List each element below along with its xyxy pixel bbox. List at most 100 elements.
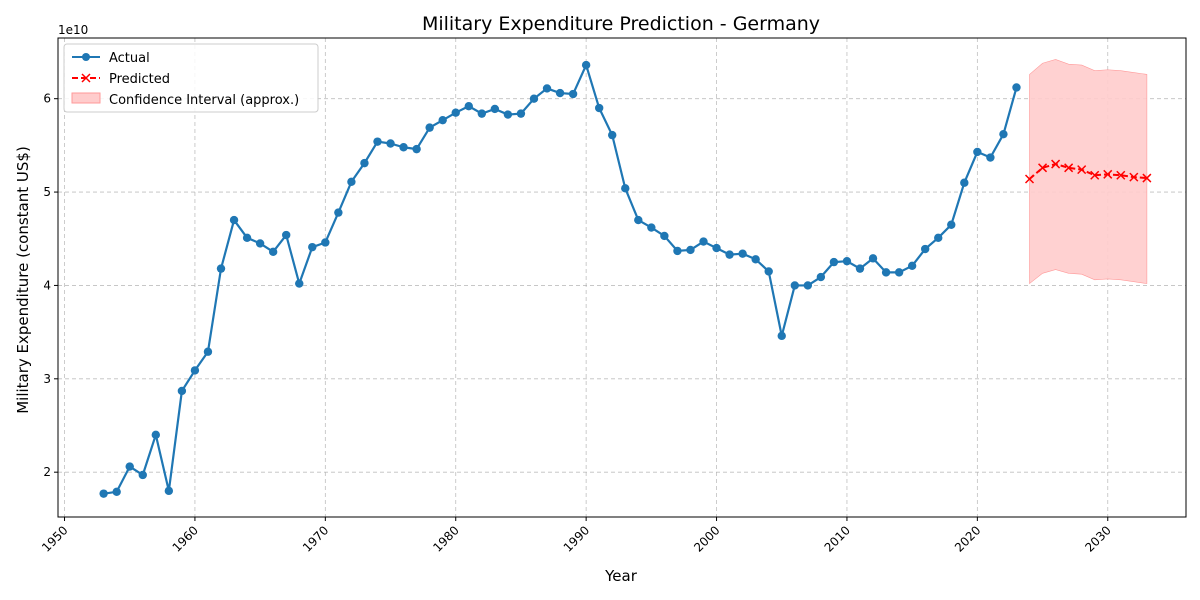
- predicted-point: [1064, 163, 1074, 173]
- legend-item-actual: Actual: [72, 51, 150, 66]
- x-axis-label: Year: [604, 567, 638, 585]
- x-tick-label: 2030: [1082, 523, 1113, 554]
- actual-point: [242, 233, 252, 243]
- actual-point: [738, 249, 747, 258]
- grid: [58, 38, 1186, 517]
- actual-point: [881, 268, 891, 277]
- actual-point: [334, 208, 343, 217]
- x-tick-label: 1960: [170, 523, 201, 554]
- predicted-point: [1038, 163, 1048, 173]
- actual-point: [321, 238, 330, 247]
- predicted-point: [1051, 159, 1061, 169]
- x-tick-label: 1980: [430, 523, 461, 554]
- actual-point: [190, 366, 200, 375]
- y-tick-label: 3: [43, 372, 51, 386]
- actual-point: [477, 109, 487, 118]
- actual-point: [594, 103, 604, 113]
- series-predicted: [1024, 159, 1152, 184]
- y-tick-label: 2: [43, 465, 51, 479]
- x-tick-label: 1970: [300, 523, 331, 554]
- predicted-point: [1129, 172, 1139, 182]
- actual-point: [686, 245, 695, 255]
- actual-point: [360, 158, 369, 168]
- actual-point: [999, 129, 1008, 139]
- x-tick-label: 1990: [561, 523, 592, 554]
- actual-point: [934, 233, 943, 243]
- actual-point: [894, 268, 904, 277]
- actual-point: [308, 242, 317, 252]
- predicted-point: [1116, 170, 1126, 180]
- actual-point: [295, 279, 304, 288]
- legend-marker-actual: [82, 53, 90, 61]
- actual-point: [947, 220, 956, 229]
- actual-point: [868, 254, 878, 263]
- actual-point: [712, 243, 721, 253]
- actual-point: [907, 261, 917, 271]
- actual-point: [973, 147, 982, 157]
- actual-point: [138, 470, 147, 480]
- y-axis-label: Military Expenditure (constant US$): [14, 146, 32, 414]
- legend: Actual Predicted Confidence Interval (ap…: [63, 43, 319, 113]
- actual-point: [581, 60, 591, 70]
- predicted-point: [1024, 174, 1035, 184]
- y-tick-label: 5: [43, 185, 51, 199]
- actual-point: [803, 281, 813, 290]
- actual-point: [412, 144, 421, 154]
- actual-point: [438, 115, 447, 125]
- actual-point: [1012, 83, 1021, 92]
- actual-point: [777, 331, 786, 341]
- y-tick-label: 4: [43, 278, 51, 292]
- actual-point: [516, 109, 526, 118]
- actual-point: [855, 264, 865, 273]
- actual-point: [920, 244, 930, 254]
- legend-label-actual: Actual: [109, 51, 150, 66]
- legend-swatch-ci: [71, 92, 101, 104]
- actual-point: [112, 487, 121, 496]
- actual-point: [529, 94, 539, 103]
- actual-point: [216, 264, 226, 273]
- legend-label-ci: Confidence Interval (approx.): [109, 93, 299, 108]
- y-offset-label: 1e10: [58, 23, 88, 37]
- actual-point: [608, 130, 617, 140]
- actual-point: [725, 250, 734, 259]
- actual-line: [103, 63, 1018, 495]
- actual-point: [829, 257, 839, 267]
- series-actual: [99, 60, 1021, 498]
- actual-point: [816, 272, 826, 282]
- actual-point: [490, 104, 500, 114]
- legend-item-ci: Confidence Interval (approx.): [71, 92, 299, 108]
- actual-point: [386, 139, 395, 148]
- predicted-point: [1077, 165, 1087, 175]
- ticks: 1950 1960 1970 1980 1990 2000 2010 2020 2030 2 3 4 5…: [39, 92, 1114, 555]
- x-tick-label: 2020: [952, 523, 983, 554]
- legend-marker-predicted: [81, 73, 91, 83]
- actual-point: [451, 108, 460, 117]
- actual-point: [399, 143, 408, 152]
- legend-item-predicted: Predicted: [72, 72, 170, 87]
- axes: [57, 37, 1187, 518]
- predicted-point: [1090, 170, 1100, 180]
- actual-point: [634, 215, 643, 225]
- actual-point: [255, 239, 265, 248]
- actual-point: [164, 486, 174, 496]
- actual-point: [699, 237, 708, 246]
- actual-point: [425, 123, 434, 132]
- actual-point: [542, 84, 552, 93]
- actual-point: [464, 101, 473, 111]
- actual-point: [673, 246, 682, 256]
- actual-point: [660, 231, 669, 241]
- actual-point: [986, 153, 995, 162]
- actual-point: [647, 223, 656, 232]
- x-tick-label: 1950: [39, 523, 70, 554]
- actual-point: [282, 230, 291, 240]
- actual-point: [842, 256, 852, 266]
- actual-point: [555, 88, 565, 98]
- predicted-point: [1142, 173, 1152, 183]
- x-tick-label: 2000: [691, 523, 722, 554]
- actual-point: [347, 177, 356, 186]
- actual-point: [203, 347, 213, 356]
- actual-point: [373, 137, 382, 146]
- predicted-line: [1028, 163, 1147, 180]
- actual-point: [764, 267, 773, 276]
